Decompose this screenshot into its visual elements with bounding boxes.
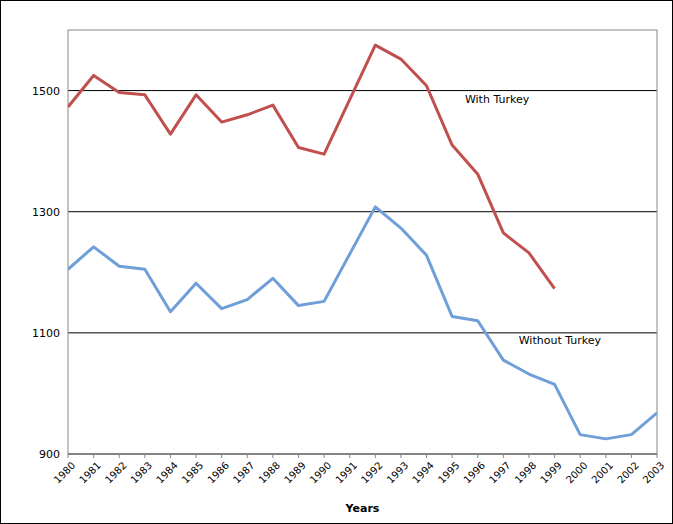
grid-line [68,90,657,91]
x-tick [324,454,325,458]
chart: 9001100130015001980198119821983198419851… [0,0,673,524]
x-tick-label: 1980 [52,460,78,486]
x-tick-label: 1991 [333,460,359,486]
x-tick-label: 1988 [257,460,283,486]
series-group [68,45,657,439]
x-tick [375,454,376,458]
outer-border [1,1,673,524]
x-tick-label: 2000 [564,460,590,486]
x-tick-label: 1981 [77,460,103,486]
x-tick [93,454,94,458]
x-tick-label: 1995 [436,460,462,486]
x-tick-label: 1984 [154,460,180,486]
x-tick-label: 1990 [308,460,334,486]
x-tick-label: 1983 [128,460,154,486]
x-tick [400,454,401,458]
x-axis-title: Years [345,502,380,515]
x-tick [503,454,504,458]
x-tick-label: 1993 [385,460,411,486]
x-tick-label: 1982 [103,460,129,486]
x-tick-label: 1997 [487,460,513,486]
x-tick-label: 1996 [461,460,487,486]
x-tick [452,454,453,458]
x-tick-label: 1992 [359,460,385,486]
x-tick [657,454,658,458]
x-tick [554,454,555,458]
x-tick-label: 1989 [282,460,308,486]
y-tick-label: 1300 [32,206,60,219]
x-tick-label: 1987 [231,460,257,486]
x-tick [272,454,273,458]
x-tick-label: 1999 [538,460,564,486]
x-tick [170,454,171,458]
y-tick-label: 1500 [32,85,60,98]
x-tick-label: 1985 [180,460,206,486]
x-tick [426,454,427,458]
x-tick-label: 2002 [615,460,641,486]
x-tick [298,454,299,458]
series-line [68,45,555,289]
x-tick [221,454,222,458]
x-tick [144,454,145,458]
x-tick [477,454,478,458]
x-tick [196,454,197,458]
x-tick [605,454,606,458]
x-tick [68,454,69,458]
x-tick-label: 1986 [205,460,231,486]
x-tick-label: 2001 [589,460,615,486]
series-line [68,207,657,439]
x-tick [528,454,529,458]
x-tick [119,454,120,458]
series-label: Without Turkey [519,334,602,347]
series-label: With Turkey [465,93,530,106]
y-tick-label: 1100 [32,327,60,340]
x-tick-label: 2003 [641,460,667,486]
x-tick-label: 1994 [410,460,436,486]
plot-frame [68,30,657,454]
x-tick-label: 1998 [513,460,539,486]
x-tick [631,454,632,458]
y-tick-label: 900 [39,448,60,461]
x-tick [580,454,581,458]
x-tick [349,454,350,458]
x-tick [247,454,248,458]
grid-line [68,211,657,212]
